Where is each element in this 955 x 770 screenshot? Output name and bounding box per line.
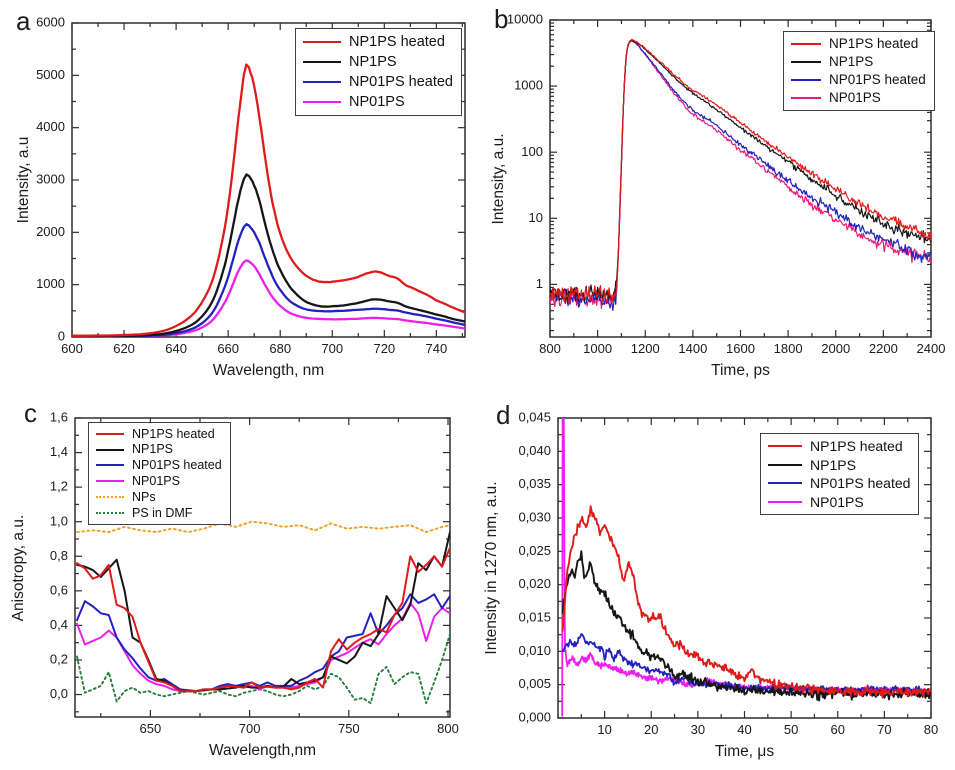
legend-item: NPs	[96, 489, 222, 505]
legend-line-swatch	[791, 43, 821, 45]
legend-item: NP01PS	[791, 89, 926, 107]
legend-line-swatch	[96, 511, 124, 514]
legend-item-label: NPs	[132, 489, 156, 504]
legend-line-swatch	[96, 448, 124, 451]
panel-d: d Time, μs Intensity in 1270 nm, a.u. NP…	[478, 390, 955, 770]
panel-a-xlabel: Wavelength, nm	[212, 362, 325, 379]
legend-item: NP1PS heated	[791, 35, 926, 53]
legend-item-label: NP01PS heated	[349, 73, 453, 90]
legend-item: NP1PS heated	[768, 437, 910, 456]
panel-b: b Time, ps Intensity, a.u. NP1PS heated N…	[478, 0, 955, 390]
legend-item-label: NP01PS heated	[829, 72, 926, 88]
panel-c-ylabel: Anisotropy, a.u.	[10, 514, 27, 621]
panel-b-letter: b	[494, 4, 509, 34]
panel-d-legend: NP1PS heated NP1PS NP01PS heated NP01PS	[760, 433, 920, 515]
legend-item-label: NP01PS heated	[810, 475, 911, 492]
panel-a-letter: a	[16, 6, 31, 36]
legend-item: NP01PS heated	[768, 474, 910, 493]
panel-c: c Wavelength,nm Anisotropy, a.u. NP1PS h…	[0, 390, 478, 770]
plot-canvas-c	[0, 390, 478, 770]
panel-b-xlabel: Time, ps	[711, 362, 770, 379]
legend-item: NP01PS heated	[791, 71, 926, 89]
legend-item: NP1PS	[96, 442, 222, 458]
panel-a-legend: NP1PS heated NP1PS NP01PS heated NP01PS	[295, 28, 462, 116]
legend-item: NP01PS	[303, 92, 453, 112]
panel-d-letter: d	[496, 400, 511, 430]
legend-item-label: PS in DMF	[132, 505, 193, 520]
legend-item: NP1PS heated	[303, 32, 453, 52]
panel-c-legend: NP1PS heated NP1PS NP01PS heated NP01PS NPs P…	[88, 422, 231, 525]
legend-item-label: NP1PS heated	[829, 36, 919, 52]
legend-line-swatch	[96, 464, 124, 467]
panel-d-xlabel: Time, μs	[714, 743, 775, 760]
panel-a: a Wavelength, nm Intensity, a.u NP1PS he…	[0, 0, 477, 390]
panel-b-legend: NP1PS heated NP1PS NP01PS heated NP01PS	[783, 31, 935, 111]
legend-item: NP1PS	[768, 456, 910, 475]
legend-line-swatch	[303, 41, 341, 43]
legend-item-label: NP1PS	[349, 53, 397, 70]
panel-c-xlabel: Wavelength,nm	[208, 742, 317, 759]
legend-item-label: NP1PS	[132, 442, 173, 457]
legend-item-label: NP01PS	[829, 90, 881, 106]
legend-line-swatch	[768, 445, 802, 448]
panel-b-ylabel: Intensity, a.u.	[490, 132, 507, 225]
legend-line-swatch	[768, 500, 802, 503]
legend-line-swatch	[768, 482, 802, 485]
legend-line-swatch	[96, 480, 124, 483]
legend-line-swatch	[791, 97, 821, 99]
legend-item: NP01PS heated	[303, 72, 453, 92]
legend-item: PS in DMF	[96, 505, 222, 521]
legend-item: NP1PS heated	[96, 426, 222, 442]
panel-c-letter: c	[24, 398, 37, 428]
legend-item-label: NP01PS	[132, 474, 180, 489]
legend-item: NP1PS	[303, 52, 453, 72]
legend-line-swatch	[303, 61, 341, 63]
legend-item: NP01PS heated	[96, 458, 222, 474]
legend-item-label: NP1PS	[829, 54, 874, 70]
legend-item-label: NP1PS heated	[810, 438, 903, 455]
legend-item-label: NP1PS heated	[132, 426, 215, 441]
legend-line-swatch	[768, 463, 802, 466]
legend-item-label: NP01PS	[349, 93, 405, 110]
legend-line-swatch	[791, 79, 821, 81]
legend-item-label: NP01PS	[810, 493, 864, 510]
legend-item-label: NP1PS heated	[349, 33, 445, 50]
panel-a-ylabel: Intensity, a.u	[15, 136, 32, 224]
legend-line-swatch	[303, 81, 341, 83]
legend-item-label: NP01PS heated	[132, 458, 222, 473]
legend-line-swatch	[96, 496, 124, 499]
panel-d-ylabel: Intensity in 1270 nm, a.u.	[483, 481, 500, 655]
legend-line-swatch	[96, 432, 124, 435]
legend-line-swatch	[791, 61, 821, 63]
legend-item: NP01PS	[768, 493, 910, 512]
legend-item-label: NP1PS	[810, 456, 856, 473]
legend-item: NP01PS	[96, 473, 222, 489]
legend-line-swatch	[303, 101, 341, 103]
legend-item: NP1PS	[791, 53, 926, 71]
